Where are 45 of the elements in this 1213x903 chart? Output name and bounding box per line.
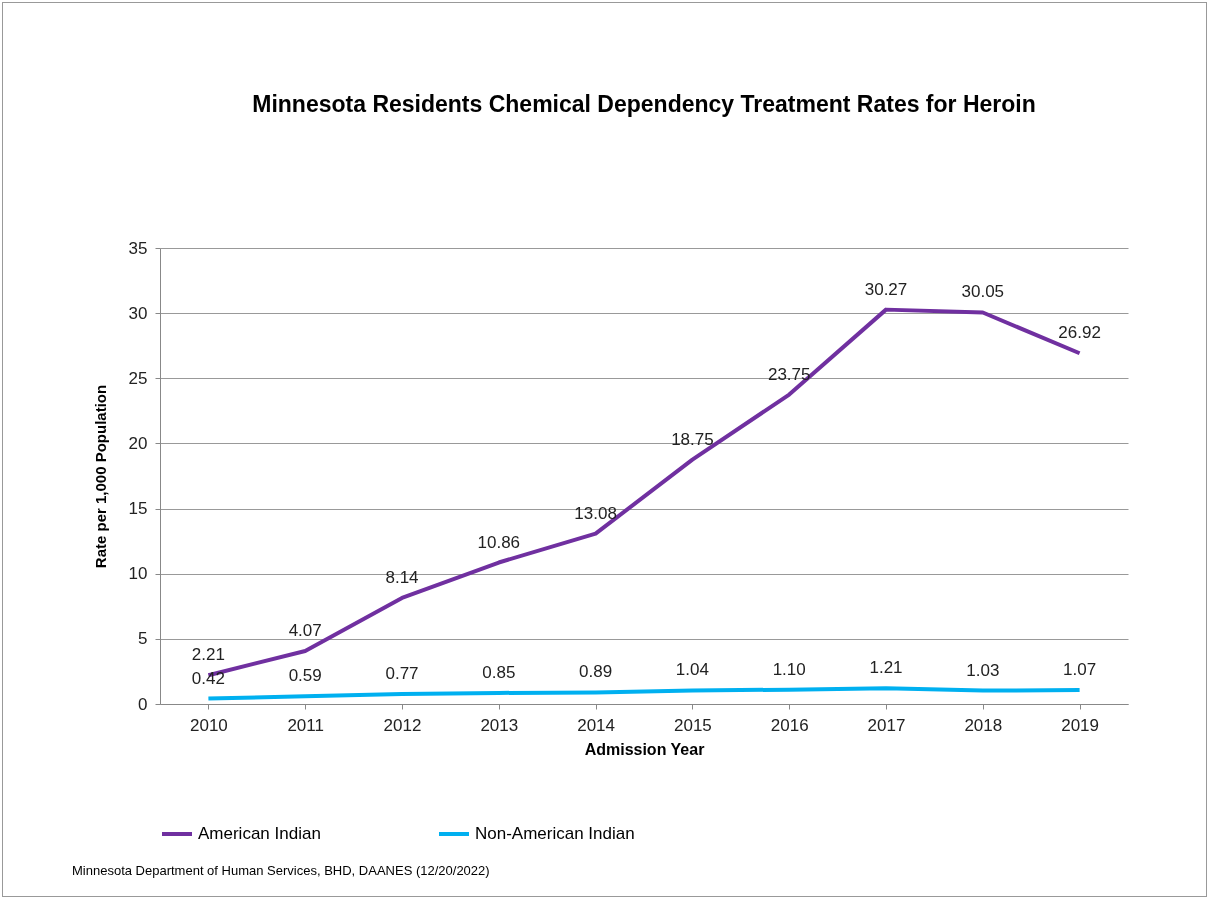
x-tick-label: 2010 bbox=[189, 715, 228, 735]
data-label: 1.03 bbox=[966, 660, 1000, 680]
data-label: 0.85 bbox=[482, 662, 516, 682]
x-tick-label: 2015 bbox=[673, 715, 712, 735]
data-label: 1.21 bbox=[869, 658, 903, 678]
x-tick-label: 2014 bbox=[577, 715, 616, 735]
data-label: 10.86 bbox=[477, 532, 521, 552]
legend-label: American Indian bbox=[198, 824, 321, 843]
data-label: 8.14 bbox=[385, 567, 419, 587]
y-tick-label: 30 bbox=[128, 303, 148, 323]
legend-label: Non-American Indian bbox=[475, 824, 635, 843]
data-label: 18.75 bbox=[671, 429, 714, 449]
chart-title: Minnesota Residents Chemical Dependency Treatment Rates for Heroin bbox=[252, 91, 1036, 117]
y-axis-title: Rate per 1,000 Population bbox=[91, 384, 109, 569]
x-tick-label: 2016 bbox=[770, 715, 809, 735]
data-label: 13.08 bbox=[574, 503, 617, 523]
data-label: 0.89 bbox=[579, 662, 613, 682]
data-label: 0.42 bbox=[191, 668, 225, 688]
x-tick-label: 2013 bbox=[480, 715, 519, 735]
data-label: 0.59 bbox=[288, 666, 322, 686]
x-tick-label: 2012 bbox=[383, 715, 422, 735]
text: Minnesota Department of Human Services, BHD, DAANES (12/20/2022) bbox=[72, 863, 490, 878]
data-label: 1.04 bbox=[675, 660, 709, 680]
data-label: 30.27 bbox=[864, 279, 908, 299]
y-tick-label: 20 bbox=[128, 433, 148, 453]
y-tick-label: 35 bbox=[128, 238, 148, 258]
data-label: 1.10 bbox=[772, 659, 806, 679]
y-tick-label: 25 bbox=[128, 368, 148, 388]
y-tick-label: 0 bbox=[138, 694, 148, 714]
x-tick-label: 2017 bbox=[867, 715, 906, 735]
x-tick-label: 2018 bbox=[964, 715, 1003, 735]
x-tick-label: 2019 bbox=[1061, 715, 1100, 735]
data-label: 1.07 bbox=[1063, 660, 1097, 680]
data-label: 4.07 bbox=[288, 620, 322, 640]
data-label: 30.05 bbox=[961, 282, 1005, 302]
data-label: 0.77 bbox=[385, 663, 419, 683]
data-label: 23.75 bbox=[767, 364, 811, 384]
data-label: 2.21 bbox=[191, 645, 225, 665]
line-series bbox=[206, 686, 1082, 701]
data-label: 26.92 bbox=[1058, 323, 1101, 343]
y-tick-label: 15 bbox=[128, 499, 148, 519]
x-tick-label: 2011 bbox=[287, 715, 324, 735]
x-axis-title: Admission Year bbox=[584, 740, 705, 758]
y-tick-label: 10 bbox=[128, 564, 148, 584]
y-tick-label: 5 bbox=[138, 629, 148, 649]
